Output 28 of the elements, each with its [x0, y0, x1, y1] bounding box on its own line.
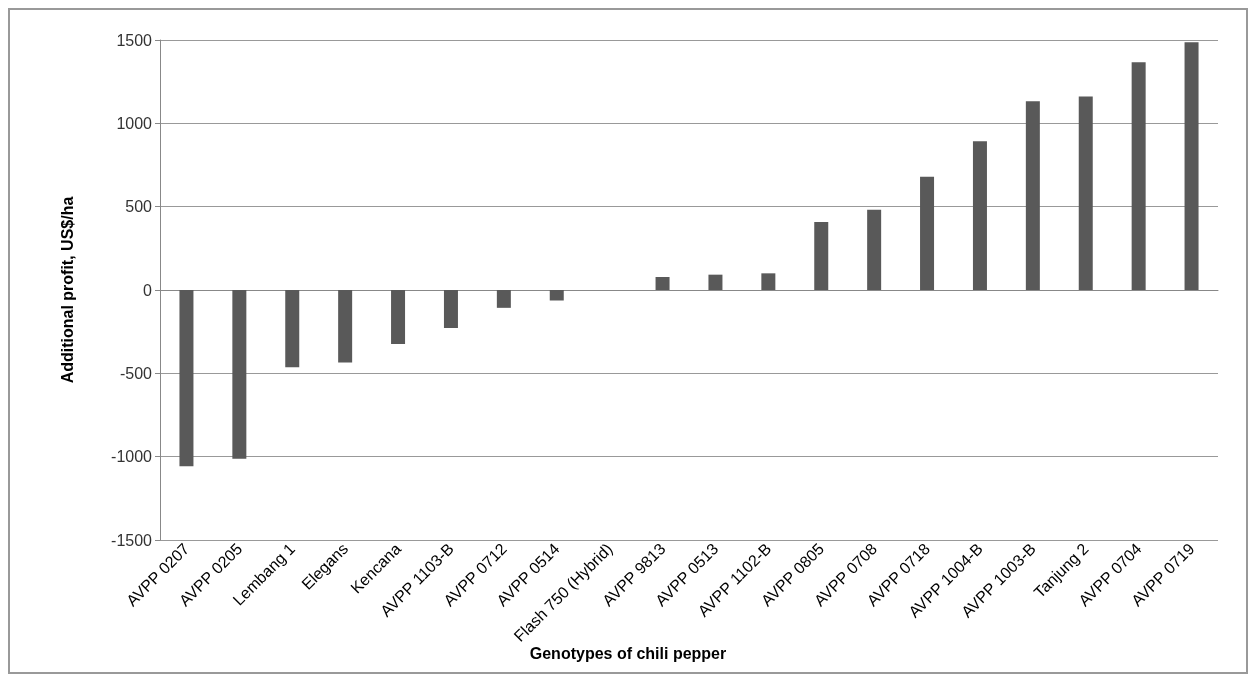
bar	[496, 290, 511, 308]
bar	[920, 176, 935, 290]
bar	[814, 222, 829, 290]
bar	[972, 141, 987, 290]
bar	[338, 290, 353, 363]
y-tick-label: -1500	[111, 531, 153, 549]
y-axis-title: Additional profit, US$/ha	[58, 196, 76, 384]
bar	[1184, 42, 1199, 290]
bar	[443, 290, 458, 328]
bar	[708, 274, 723, 290]
y-tick-label: -1000	[111, 448, 153, 466]
y-tick-label: 0	[143, 281, 153, 299]
bar	[761, 273, 776, 290]
bar	[1131, 62, 1146, 290]
bar	[232, 290, 247, 459]
y-tick-label: 1500	[116, 31, 153, 49]
bar	[655, 277, 670, 290]
bar	[1078, 96, 1093, 290]
bar	[285, 290, 300, 368]
x-axis-title: Genotypes of chili pepper	[529, 644, 727, 662]
y-tick-label: 1000	[116, 114, 153, 132]
bar	[867, 209, 882, 290]
bar	[549, 290, 564, 301]
bar	[1025, 101, 1040, 290]
y-tick-label: -500	[119, 364, 153, 382]
bar	[179, 290, 194, 467]
y-tick-label: 500	[125, 198, 153, 216]
bar	[391, 290, 406, 344]
